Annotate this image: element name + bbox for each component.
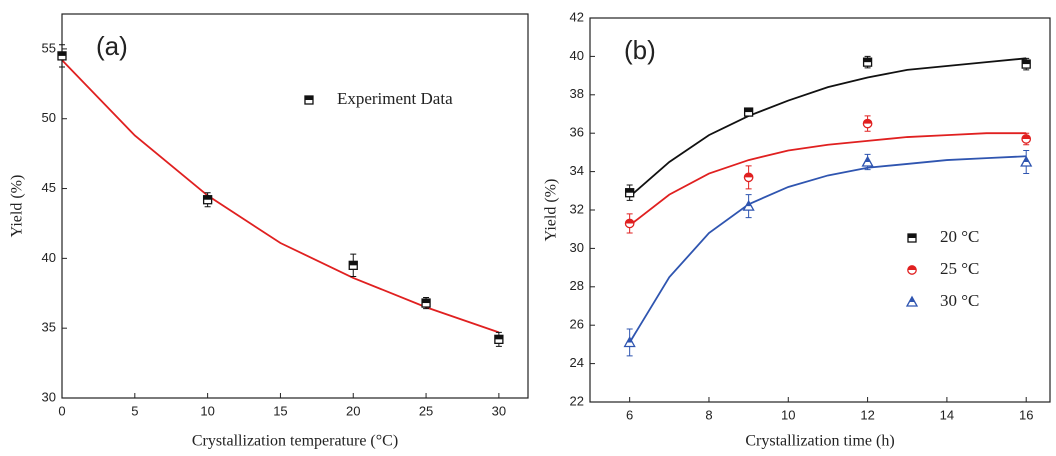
- marker-fill: [863, 58, 872, 63]
- marker-fill: [203, 195, 212, 200]
- marker: [421, 298, 431, 308]
- y-tick-label: 28: [570, 278, 584, 293]
- x-axis-label: Crystallization temperature (°C): [192, 433, 398, 450]
- plot-frame: [589, 17, 1051, 403]
- marker-fill: [744, 108, 753, 113]
- y-tick-label: 38: [570, 86, 584, 101]
- marker-fill: [422, 299, 431, 304]
- y-tick-label: 35: [42, 320, 56, 335]
- marker-fill: [1022, 60, 1031, 65]
- marker: [743, 107, 754, 117]
- y-tick-label: 22: [570, 393, 584, 408]
- x-tick-label: 12: [860, 407, 874, 422]
- x-tick-label: 15: [273, 403, 287, 418]
- x-axis-label: Crystallization time (h): [745, 433, 894, 450]
- y-tick-label: 55: [42, 40, 56, 55]
- y-tick-label: 45: [42, 180, 56, 195]
- legend-label: Experiment Data: [337, 89, 453, 108]
- y-tick-label: 24: [570, 355, 584, 370]
- y-tick-label: 32: [570, 201, 584, 216]
- marker-fill: [863, 119, 872, 124]
- y-tick-label: 40: [42, 250, 56, 265]
- x-tick-label: 0: [58, 403, 65, 418]
- x-tick-label: 16: [1019, 407, 1033, 422]
- marker: [494, 334, 504, 345]
- marker: [742, 199, 755, 211]
- x-tick-label: 30: [492, 403, 506, 418]
- y-tick-label: 36: [570, 125, 584, 140]
- marker: [623, 336, 636, 348]
- marker: [625, 188, 635, 198]
- marker: [202, 195, 213, 205]
- marker-fill: [745, 201, 752, 207]
- marker: [861, 155, 874, 167]
- marker-fill: [304, 96, 313, 100]
- marker: [304, 95, 314, 105]
- y-tick-label: 30: [42, 389, 56, 404]
- x-tick-label: 10: [781, 407, 795, 422]
- fit-line: [629, 132, 1027, 227]
- x-tick-label: 6: [626, 407, 633, 422]
- marker-fill: [349, 261, 358, 266]
- marker: [1021, 59, 1031, 69]
- plot-frame: [61, 13, 529, 399]
- marker-fill: [907, 265, 917, 270]
- marker: [57, 51, 67, 61]
- x-tick-label: 14: [940, 407, 954, 422]
- marker: [624, 218, 635, 229]
- x-tick-label: 8: [705, 407, 712, 422]
- panel-label: (a): [96, 31, 128, 61]
- fit-line: [628, 155, 1027, 343]
- y-axis-label: Yield (%): [9, 175, 26, 238]
- y-tick-label: 26: [570, 317, 584, 332]
- legend-label: 30 °C: [940, 291, 979, 310]
- y-tick-label: 42: [570, 9, 584, 24]
- x-tick-label: 10: [200, 403, 214, 418]
- marker: [862, 118, 873, 129]
- x-tick-label: 5: [131, 403, 138, 418]
- y-axis-label: Yield (%): [543, 179, 560, 242]
- marker: [743, 172, 754, 183]
- marker-fill: [625, 188, 634, 193]
- legend-label: 20 °C: [940, 227, 979, 246]
- fit-line: [629, 57, 1027, 198]
- marker: [907, 233, 917, 243]
- marker-fill: [1022, 134, 1031, 139]
- legend-label: 25 °C: [940, 259, 979, 278]
- marker-fill: [908, 234, 916, 238]
- marker: [1020, 155, 1033, 167]
- marker: [862, 57, 873, 67]
- marker: [907, 265, 917, 275]
- y-tick-label: 40: [570, 48, 584, 63]
- panel-label: (b): [624, 35, 656, 65]
- marker-fill: [58, 51, 66, 56]
- x-tick-label: 20: [346, 403, 360, 418]
- y-tick-label: 30: [570, 240, 584, 255]
- x-tick-label: 25: [419, 403, 433, 418]
- marker-fill: [1023, 157, 1030, 162]
- y-tick-label: 34: [570, 163, 584, 178]
- marker: [348, 260, 358, 270]
- marker-fill: [909, 297, 915, 302]
- marker: [905, 295, 919, 307]
- marker: [1021, 134, 1032, 144]
- marker-fill: [494, 335, 503, 340]
- marker-fill: [626, 337, 633, 343]
- y-tick-label: 50: [42, 110, 56, 125]
- marker-fill: [625, 219, 634, 224]
- marker-fill: [864, 157, 871, 162]
- marker-fill: [744, 173, 753, 178]
